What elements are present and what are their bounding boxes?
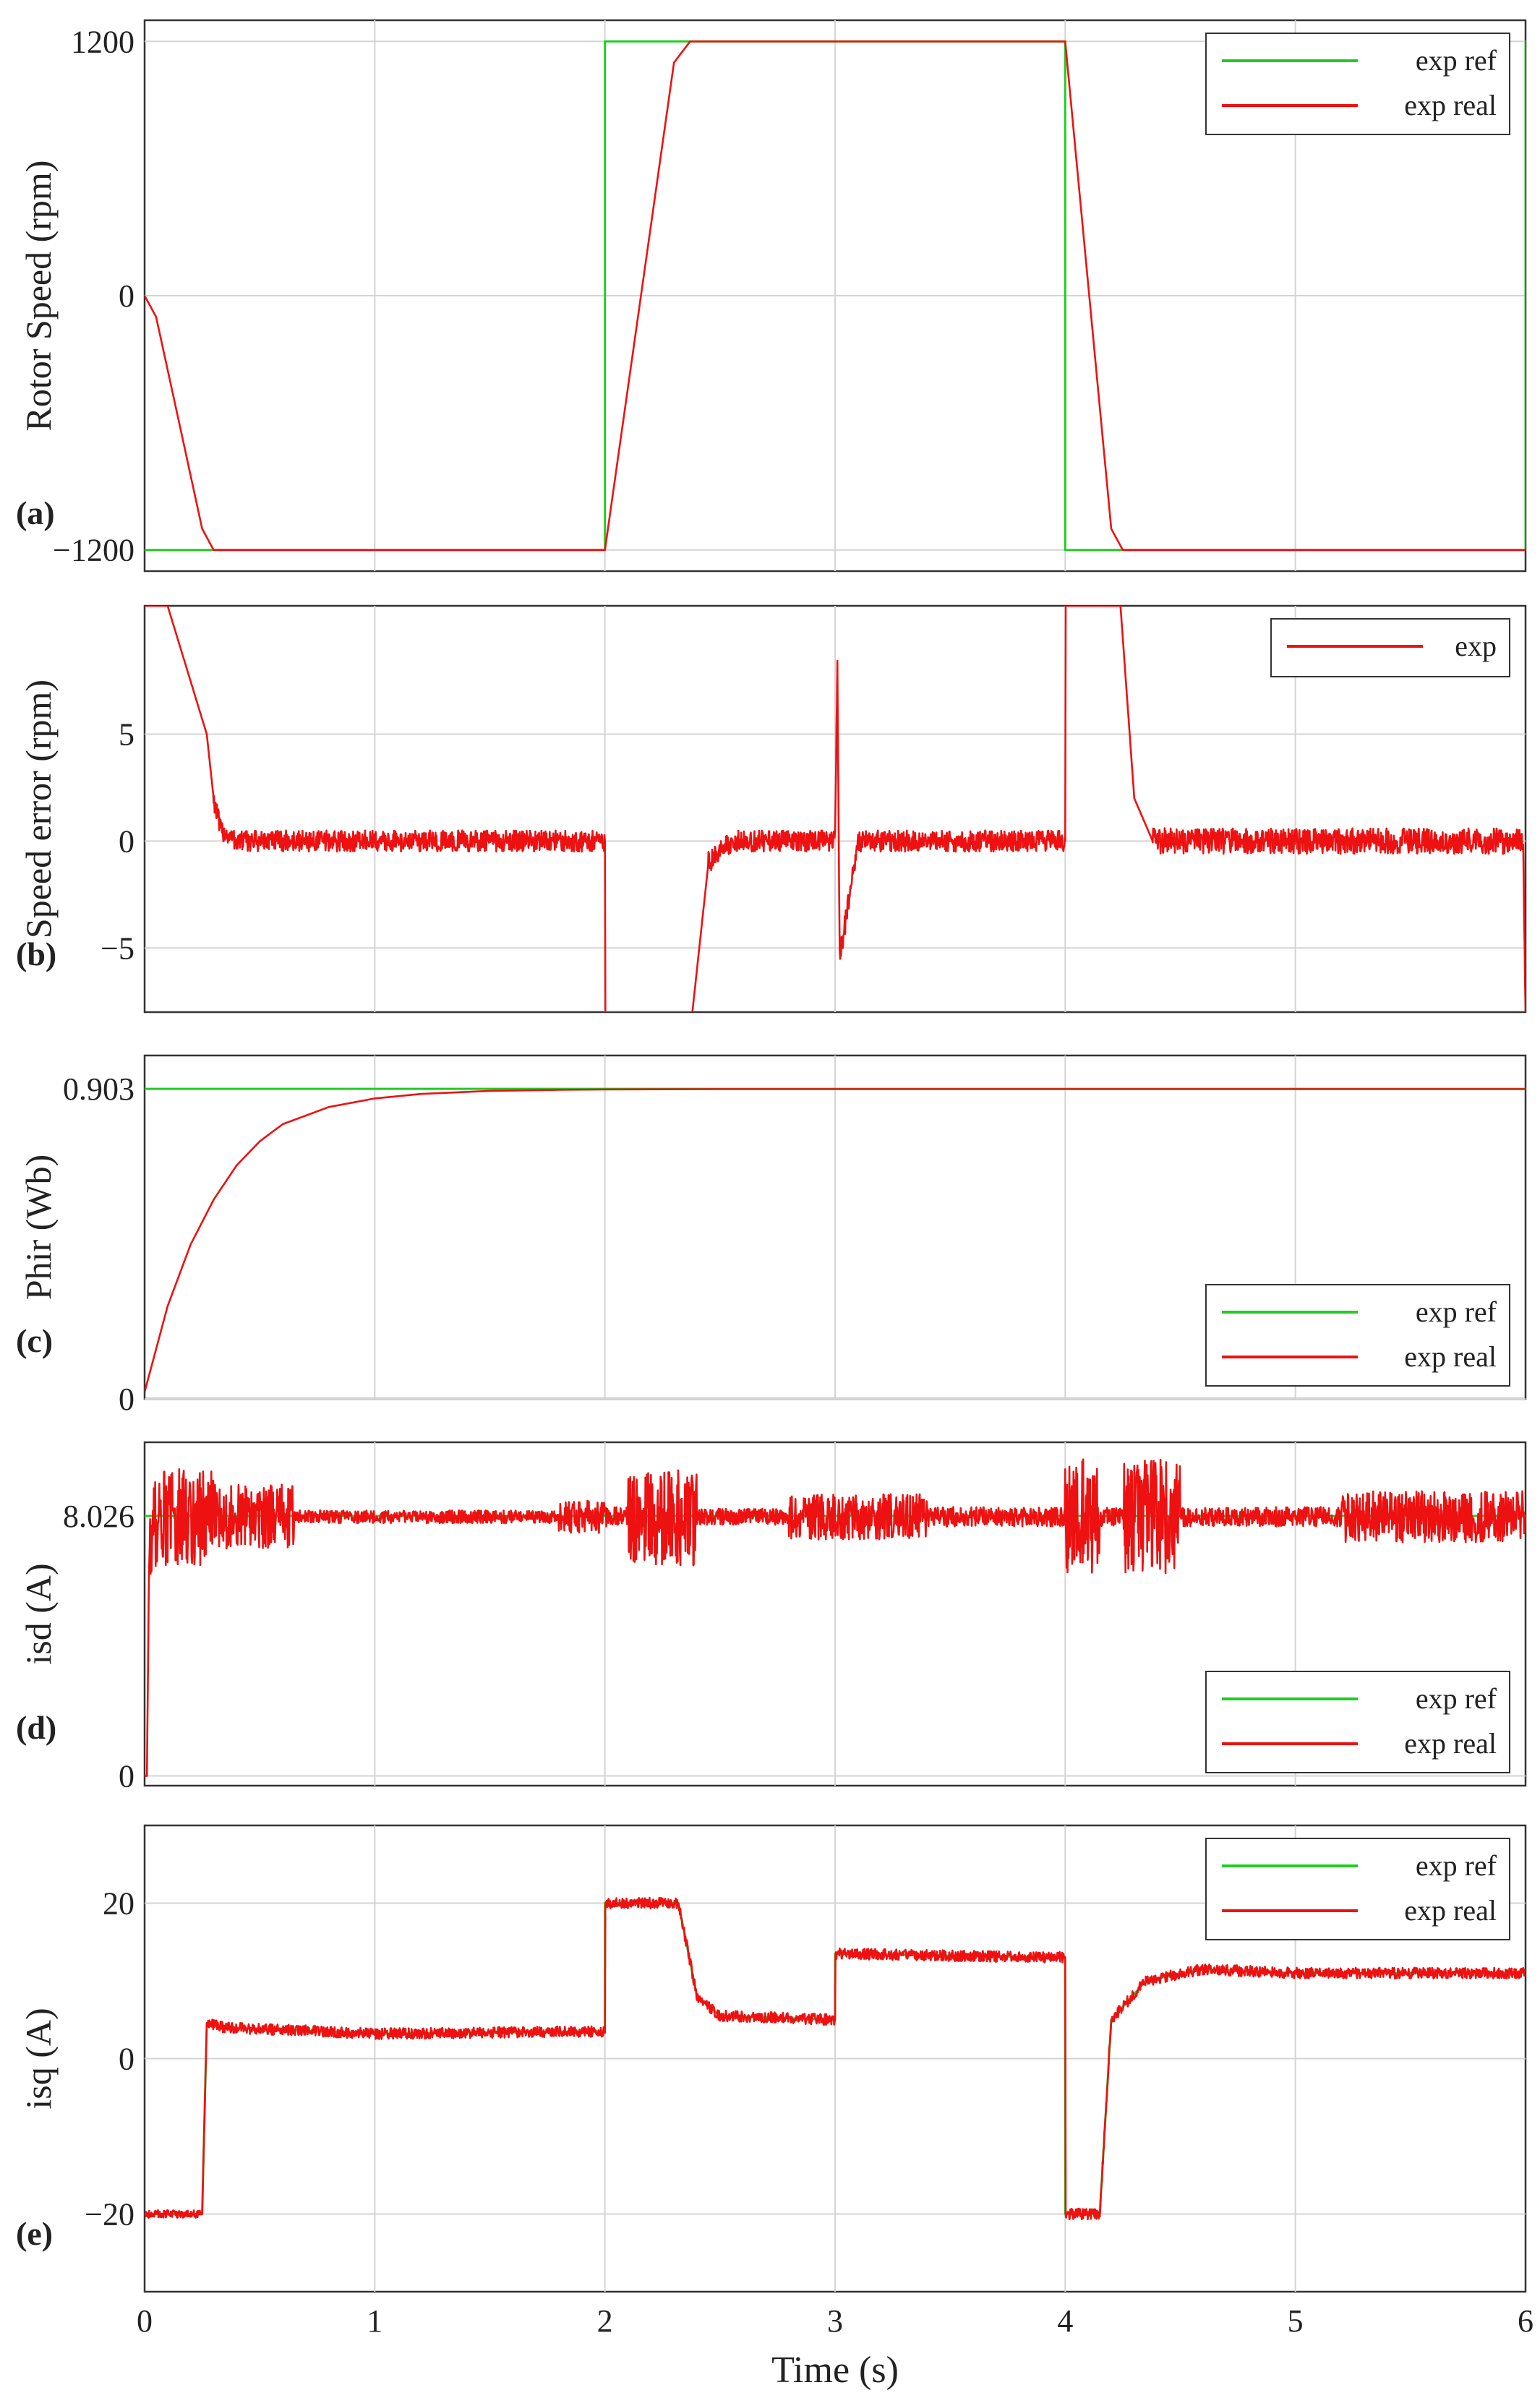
y-tick-label: 0.903 (63, 1071, 134, 1107)
y-tick-label: 20 (103, 1886, 134, 1922)
x-tick-label: 2 (597, 2303, 613, 2339)
x-tick-label: 4 (1057, 2303, 1073, 2339)
y-axis-label: isd (A) (18, 1563, 59, 1664)
legend-entry: exp real (1404, 1727, 1497, 1760)
legend-entry: exp real (1404, 89, 1497, 121)
y-tick-label: 0 (119, 2042, 134, 2077)
legend-entry: exp real (1404, 1894, 1497, 1927)
legend-entry: exp (1455, 630, 1497, 662)
legend-box (1205, 1838, 1510, 1940)
legend-box (1205, 1284, 1510, 1387)
series-group-e (145, 1896, 1526, 2221)
legend-box (1205, 33, 1510, 135)
panel-label: (d) (16, 1709, 56, 1746)
x-tick-label: 0 (137, 2303, 153, 2339)
panel-label: (c) (16, 1322, 53, 1359)
x-tick-label: 5 (1288, 2303, 1304, 2339)
legend-box (1205, 1671, 1510, 1773)
y-axis-label: Phir (Wb) (18, 1155, 59, 1300)
panel-label: (e) (16, 2215, 53, 2252)
series-line-exp-real (145, 1896, 1526, 2221)
y-tick-label: 1200 (71, 24, 134, 59)
panel-d: 8.026 0 isd (A) (d) exp ref exp real (16, 1441, 1527, 1794)
x-axis-label: Time (s) (771, 2350, 899, 2391)
series-line-exp (145, 606, 1526, 1012)
x-tick-label: 3 (827, 2303, 843, 2339)
y-tick-label: 0 (119, 1382, 134, 1417)
y-axis-label: Speed error (rpm) (18, 680, 59, 938)
y-tick-label: 0 (119, 1759, 134, 1794)
panel-label: (a) (16, 494, 55, 531)
panel-b: 5 0 −5 Speed error (rpm)(b) exp (16, 604, 1527, 1014)
y-tick-label: −1200 (53, 533, 134, 568)
y-tick-label: 0 (119, 823, 134, 859)
legend-d: exp ref exp real (1205, 1671, 1510, 1773)
legend-entry: exp ref (1416, 1296, 1497, 1328)
panel-c: 0.903 0 Phir (Wb) (c) exp ref exp real (16, 1054, 1527, 1417)
y-tick-label: 0 (119, 278, 134, 314)
series-line-exp-real (145, 1458, 1526, 1777)
series-line-exp-real (145, 1088, 1526, 1392)
y-axis-label: Rotor Speed (rpm) (18, 160, 59, 432)
legend-entry: exp ref (1416, 1682, 1497, 1715)
y-tick-label: 5 (119, 716, 134, 752)
series-group-a (145, 40, 1526, 552)
legend-a: exp ref exp real (1205, 33, 1510, 135)
y-tick-label: −5 (100, 930, 134, 966)
series-group-c (145, 1087, 1526, 1392)
legend-e: exp ref exp real (1205, 1838, 1510, 1940)
series-group-b (145, 606, 1526, 1012)
y-tick-label: −20 (85, 2197, 134, 2232)
series-group-d (145, 1458, 1526, 1777)
legend-entry: exp real (1404, 1340, 1497, 1373)
legend-b: exp (1270, 618, 1510, 677)
y-axis-label: isq (A) (18, 2008, 59, 2109)
x-tick-label: 1 (367, 2303, 382, 2339)
legend-entry: exp ref (1416, 1849, 1497, 1882)
x-tick-label: 6 (1518, 2303, 1533, 2339)
panel-e: 20 0 −20 isq (A) (e) exp ref exp real 0 1 2 3 4 5 6 Ti… (16, 1824, 1533, 2391)
y-tick-label: 8.026 (63, 1499, 134, 1534)
legend-c: exp ref exp real (1205, 1284, 1510, 1387)
series-line-exp-real (145, 40, 1526, 552)
panel-label: (b) (16, 935, 56, 972)
legend-entry: exp ref (1416, 44, 1497, 77)
